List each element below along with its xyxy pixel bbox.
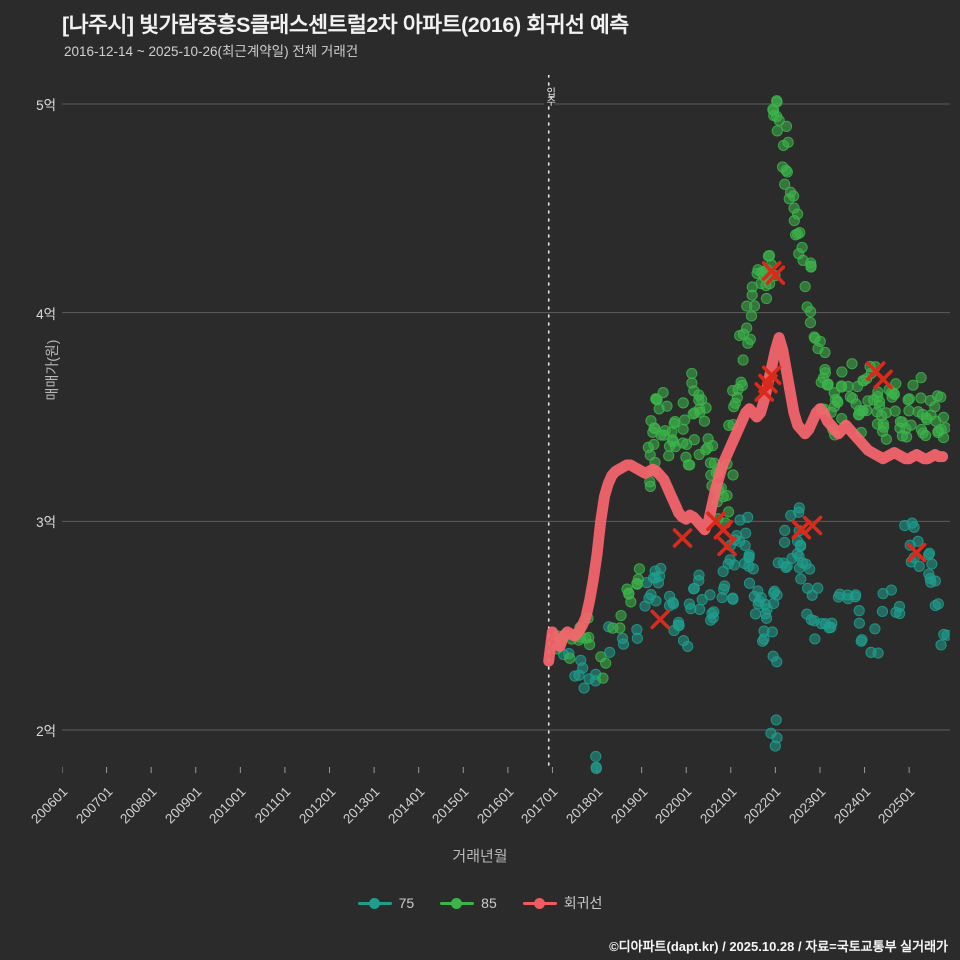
y-tick-label: 3억 xyxy=(36,515,56,531)
legend-marker-icon xyxy=(440,897,475,909)
x-tick-label: 200601 xyxy=(28,784,71,827)
y-tick-label: 4억 xyxy=(36,306,56,322)
gridlines xyxy=(62,103,950,731)
x-tick-label: 202001 xyxy=(652,784,695,827)
plot-area xyxy=(62,75,950,775)
x-tick-label: 201001 xyxy=(206,784,249,827)
footer-credit: ©디아파트(dapt.kr) / 2025.10.28 / 자료=국토교통부 실… xyxy=(609,939,948,954)
legend-item-회귀선[interactable]: 회귀선 xyxy=(522,893,603,913)
x-tick-label: 201601 xyxy=(473,784,517,827)
x-tick-label: 201701 xyxy=(518,784,562,827)
x-tick-label: 200701 xyxy=(72,784,116,827)
chart-legend: 75 85 회귀선 xyxy=(0,893,960,913)
chart-subtitle: 2016-12-14 ~ 2025-10-26(최근계약일) 전체 거래건 xyxy=(64,44,359,59)
x-tick-marks xyxy=(62,767,910,773)
legend-label: 75 xyxy=(398,895,415,911)
x-tick-label: 200801 xyxy=(117,784,160,827)
x-tick-label: 201501 xyxy=(429,784,472,827)
scatter-plot-svg xyxy=(62,75,950,775)
x-tick-label: 202301 xyxy=(786,784,829,827)
y-axis-tick-labels: 5억 4억 3억 2억 xyxy=(0,75,56,775)
legend-label: 85 xyxy=(481,895,497,911)
x-axis-title: 거래년월 xyxy=(452,848,508,865)
y-tick-label: 2억 xyxy=(36,724,56,739)
x-tick-label: 202501 xyxy=(875,784,918,827)
x-tick-label: 201901 xyxy=(607,784,651,827)
x-tick-label: 200901 xyxy=(161,784,205,827)
legend-label: 회귀선 xyxy=(563,895,603,911)
y-tick-label: 5억 xyxy=(36,98,56,113)
x-tick-label: 202101 xyxy=(696,784,740,827)
legend-item-85[interactable]: 85 xyxy=(440,895,497,911)
cancelled-deal-markers xyxy=(650,261,927,630)
series-points-75 xyxy=(557,502,950,775)
x-tick-label: 201801 xyxy=(563,784,606,827)
page-title: [나주시] 빛가람중흥S클래스센트럴2차 아파트(2016) 회귀선 예측 xyxy=(62,13,629,37)
x-axis-tick-labels: 200601 200701 200801 200901 201001 201101 2012… xyxy=(0,770,960,850)
legend-item-75[interactable]: 75 xyxy=(357,895,415,911)
legend-marker-icon xyxy=(357,897,392,909)
regression-line xyxy=(543,332,949,667)
x-tick-label: 202401 xyxy=(830,784,874,827)
x-tick-label: 201201 xyxy=(295,784,339,827)
legend-marker-icon xyxy=(522,897,557,909)
move-in-annotation-label: 입주 xyxy=(543,86,555,106)
x-tick-label: 201401 xyxy=(384,784,428,827)
x-tick-label: 202201 xyxy=(741,784,784,827)
x-tick-label: 201101 xyxy=(251,784,294,826)
x-tick-label: 201301 xyxy=(340,784,383,827)
